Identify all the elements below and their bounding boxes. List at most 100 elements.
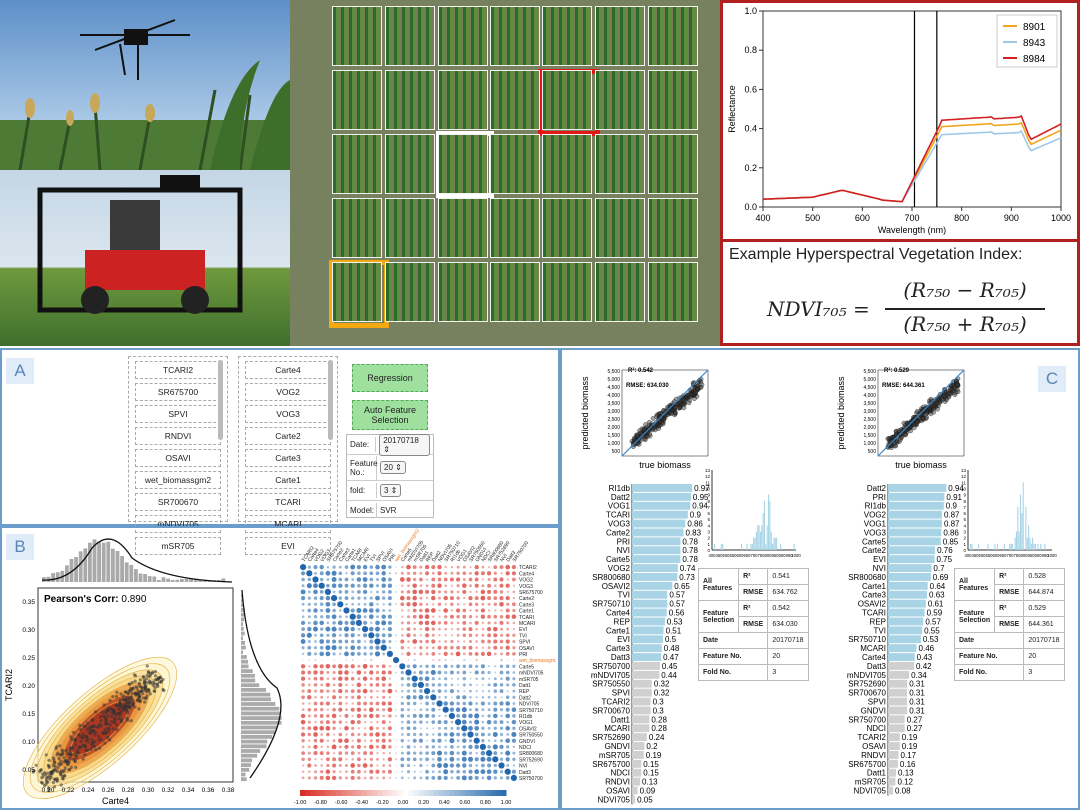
bar-label: VOG2	[608, 564, 631, 573]
feature-list-2-item[interactable]: Carte1	[245, 471, 331, 489]
feature-list-1[interactable]: TCARI2 SR675700 SPVI RNDVI OSAVI wet_biomassg…	[128, 356, 228, 555]
bar-value: 0.75	[937, 555, 953, 564]
heatmap-cell	[325, 720, 330, 725]
heatmap-cell	[449, 670, 454, 675]
bar-value: 0.24	[649, 733, 665, 742]
heatmap-row-label: VOG3	[519, 584, 533, 590]
feature-list-2-item[interactable]: Carte4	[245, 361, 331, 379]
hist-y-tick: 1	[707, 542, 710, 547]
scatter-point	[68, 756, 72, 760]
heatmap-cell	[493, 689, 498, 693]
feature-list-2-item[interactable]: Carte2	[245, 427, 331, 445]
heatmap-cell	[369, 577, 374, 582]
fold-select[interactable]: 3 ⇕	[380, 484, 402, 497]
colorbar-segment	[372, 790, 378, 796]
heatmap-cell	[406, 571, 411, 575]
feature-list-1-item[interactable]: OSAVI	[135, 449, 221, 467]
heatmap-cell	[431, 639, 436, 644]
regression-button[interactable]: Regression	[352, 364, 428, 392]
heatmap-cell	[388, 646, 392, 649]
colorbar-segment	[320, 790, 327, 796]
heatmap-cell	[487, 726, 491, 730]
hist-x-tick: 1000	[791, 553, 801, 558]
list-2-scrollbar[interactable]	[328, 360, 333, 440]
bar-label: Carte5	[606, 555, 631, 564]
heatmap-cell	[406, 763, 411, 768]
feature-list-1-item[interactable]: RNDVI	[135, 427, 221, 445]
feature-list-1-item[interactable]: SPVI	[135, 405, 221, 423]
colorbar-segment	[408, 790, 414, 796]
heatmap-cell	[462, 565, 466, 569]
list-1-scrollbar[interactable]	[218, 360, 223, 440]
heatmap-cell	[387, 688, 393, 694]
field-plot	[332, 198, 382, 258]
top-histogram-bar	[193, 578, 198, 582]
feature-list-2-item[interactable]: TCARI	[245, 493, 331, 511]
heatmap-cell	[395, 628, 397, 630]
feature-list-1-item[interactable]: SR675700	[135, 383, 221, 401]
date-select[interactable]: 20170718 ⇕	[379, 433, 430, 456]
heatmap-cell	[332, 763, 337, 768]
heatmap-cell	[437, 645, 442, 650]
scatter-point	[118, 698, 122, 703]
heatmap-cell	[333, 659, 335, 661]
feature-list-2-item[interactable]: Carte3	[245, 449, 331, 467]
scatter-point	[103, 728, 107, 732]
bar-value: 0.53	[923, 635, 939, 644]
heatmap-cell	[357, 664, 361, 668]
heatmap-cell	[438, 745, 441, 749]
heatmap-cell	[350, 719, 355, 725]
scatter-point	[143, 688, 147, 693]
heatmap-cell	[382, 689, 386, 693]
bar-label: SR752690	[592, 733, 630, 742]
feature-list-2-item[interactable]: MCARI	[245, 515, 331, 533]
scatter-point	[71, 746, 75, 750]
auto-feature-selection-button[interactable]: Auto Feature Selection	[352, 400, 428, 430]
heatmap-cell	[301, 695, 305, 700]
heatmap-cell	[350, 633, 355, 638]
feature-list-1-item[interactable]: mNDVI705	[135, 515, 221, 533]
heatmap-cell	[461, 775, 467, 781]
heatmap-cell	[424, 676, 430, 682]
legend-label: 8984	[1023, 54, 1046, 65]
feature-no-select[interactable]: 20 ⇕	[380, 461, 406, 474]
heatmap-cell	[463, 659, 466, 662]
bar-label: SPVI	[612, 689, 630, 698]
feature-list-2[interactable]: Carte4 VOG2 VOG3 Carte2 Carte3 Carte1 TCARI MCA…	[238, 356, 338, 555]
heatmap-cell	[406, 701, 411, 706]
feature-list-1-item[interactable]: wet_biomassgm2	[135, 471, 221, 489]
heatmap-cell	[499, 583, 504, 588]
heatmap-cell	[450, 634, 453, 637]
heatmap-cell	[369, 677, 373, 681]
heatmap-cell	[475, 590, 478, 594]
heatmap-cell	[350, 645, 356, 651]
heatmap-cell	[331, 570, 337, 576]
y-tick-label: 0.20	[22, 683, 35, 690]
heatmap-col-label: NDCI	[481, 550, 493, 563]
feature-list-2-item[interactable]: EVI	[245, 537, 331, 555]
heatmap-cell	[505, 652, 510, 656]
heatmap-cell	[319, 571, 324, 576]
right-histogram-bar	[241, 763, 252, 767]
heatmap-cell	[419, 639, 423, 644]
heatmap-cell	[438, 726, 441, 730]
heatmap-cell	[432, 659, 435, 662]
hist-bar	[1026, 537, 1028, 550]
model-value: SVR	[380, 505, 397, 515]
all-rmse: 634.762	[767, 584, 809, 601]
scatter-point	[78, 734, 82, 738]
heatmap-cell	[320, 720, 324, 724]
feature-list-1-item[interactable]: SR700670	[135, 493, 221, 511]
heatmap-cell	[455, 719, 462, 726]
feature-list-2-item[interactable]: VOG3	[245, 405, 331, 423]
scatter-point	[52, 763, 56, 767]
feature-list-1-item[interactable]: TCARI2	[135, 361, 221, 379]
bar-value: 0.31	[909, 698, 925, 707]
feature-list-2-item[interactable]: VOG2	[245, 383, 331, 401]
heatmap-cell	[301, 609, 305, 612]
heatmap-cell	[400, 757, 405, 762]
heatmap-cell	[506, 764, 510, 767]
feature-list-1-item[interactable]: mSR705	[135, 537, 221, 555]
heatmap-cell	[462, 745, 467, 749]
